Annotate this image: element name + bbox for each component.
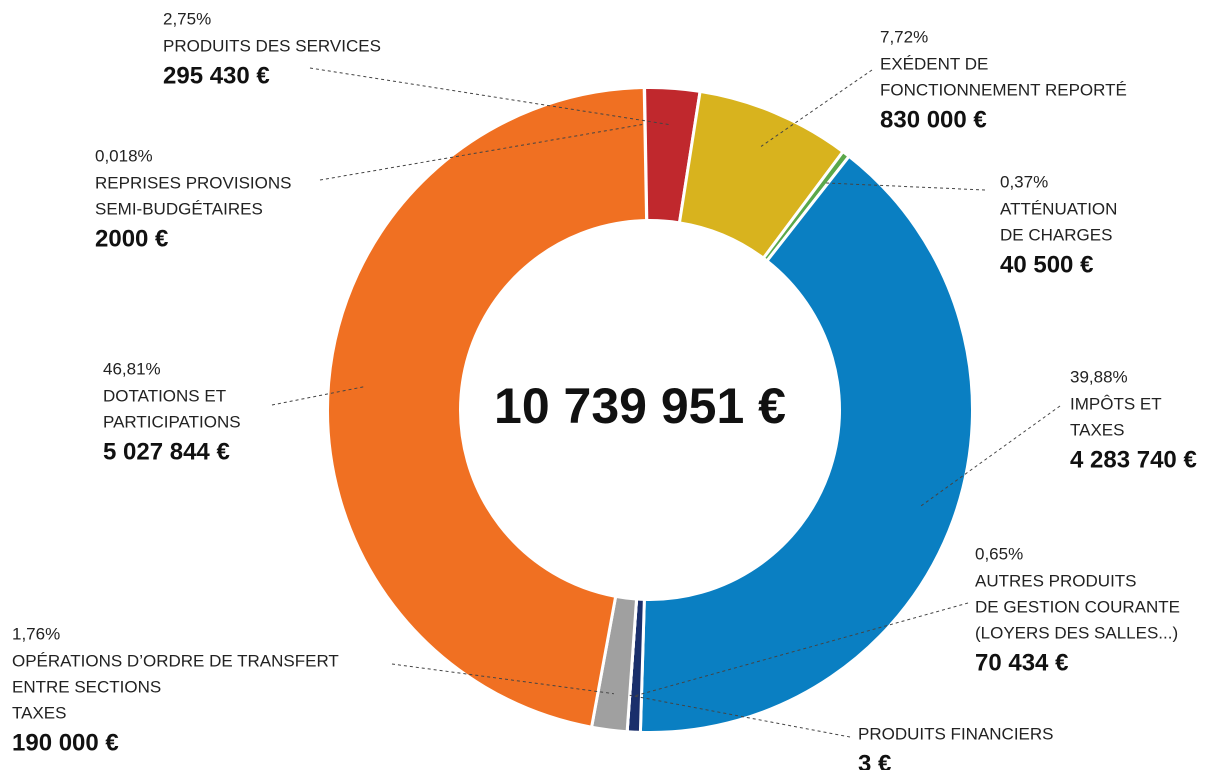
value-label: 190 000 € bbox=[12, 729, 119, 756]
value-label: 3 € bbox=[858, 750, 891, 770]
percent-label: 46,81% bbox=[103, 359, 161, 378]
value-label: 2000 € bbox=[95, 225, 168, 252]
category-label: SEMI-BUDGÉTAIRES bbox=[95, 199, 263, 218]
segment-gap bbox=[642, 88, 649, 221]
category-label: PRODUITS DES SERVICES bbox=[163, 36, 381, 55]
category-label: AUTRES PRODUITS bbox=[975, 571, 1137, 590]
leader-line bbox=[309, 67, 670, 126]
category-label: FONCTIONNEMENT REPORTÉ bbox=[880, 80, 1127, 99]
segments bbox=[329, 88, 971, 732]
category-label: ATTÉNUATION bbox=[1000, 199, 1117, 218]
value-label: 4 283 740 € bbox=[1070, 446, 1197, 473]
category-label: DE CHARGES bbox=[1000, 225, 1112, 244]
percent-label: 1,76% bbox=[12, 624, 60, 643]
leader-line bbox=[629, 694, 851, 738]
leader-line bbox=[760, 69, 873, 147]
category-label: PRODUITS FINANCIERS bbox=[858, 724, 1054, 743]
segment-gap bbox=[766, 155, 850, 262]
value-label: 70 434 € bbox=[975, 649, 1068, 676]
category-label: REPRISES PROVISIONS bbox=[95, 173, 292, 192]
total-label: 10 739 951 € bbox=[494, 378, 786, 434]
percent-label: 39,88% bbox=[1070, 367, 1128, 386]
percent-label: 0,65% bbox=[975, 544, 1023, 563]
percent-label: 7,72% bbox=[880, 27, 928, 46]
leader-line bbox=[271, 386, 366, 406]
percent-label: 0,018% bbox=[95, 146, 153, 165]
donut-segment bbox=[329, 89, 648, 726]
segment-gap bbox=[625, 599, 639, 732]
category-label: (LOYERS DES SALLES...) bbox=[975, 623, 1178, 642]
value-label: 295 430 € bbox=[163, 62, 270, 89]
category-label: PARTICIPATIONS bbox=[103, 412, 241, 431]
leader-line bbox=[319, 123, 646, 181]
donut-segment bbox=[639, 156, 971, 731]
segment-gap bbox=[762, 151, 844, 259]
segment-gap bbox=[638, 599, 646, 732]
category-label: TAXES bbox=[12, 703, 66, 722]
percent-label: 2,75% bbox=[163, 9, 211, 28]
category-label: IMPÔTS ET bbox=[1070, 394, 1162, 413]
value-label: 830 000 € bbox=[880, 106, 987, 133]
value-label: 40 500 € bbox=[1000, 251, 1093, 278]
value-label: 5 027 844 € bbox=[103, 438, 230, 465]
percent-label: 0,37% bbox=[1000, 172, 1048, 191]
category-label: DE GESTION COURANTE bbox=[975, 597, 1180, 616]
category-label: EXÉDENT DE bbox=[880, 54, 988, 73]
category-label: OPÉRATIONS D’ORDRE DE TRANSFERT bbox=[12, 651, 339, 670]
category-label: ENTRE SECTIONS bbox=[12, 677, 161, 696]
segment-gap bbox=[678, 91, 702, 223]
leader-line bbox=[823, 182, 986, 191]
leader-line bbox=[391, 663, 614, 695]
segment-gap bbox=[590, 596, 618, 727]
category-label: TAXES bbox=[1070, 420, 1124, 439]
leader-line bbox=[918, 405, 1061, 508]
category-label: DOTATIONS ET bbox=[103, 386, 226, 405]
